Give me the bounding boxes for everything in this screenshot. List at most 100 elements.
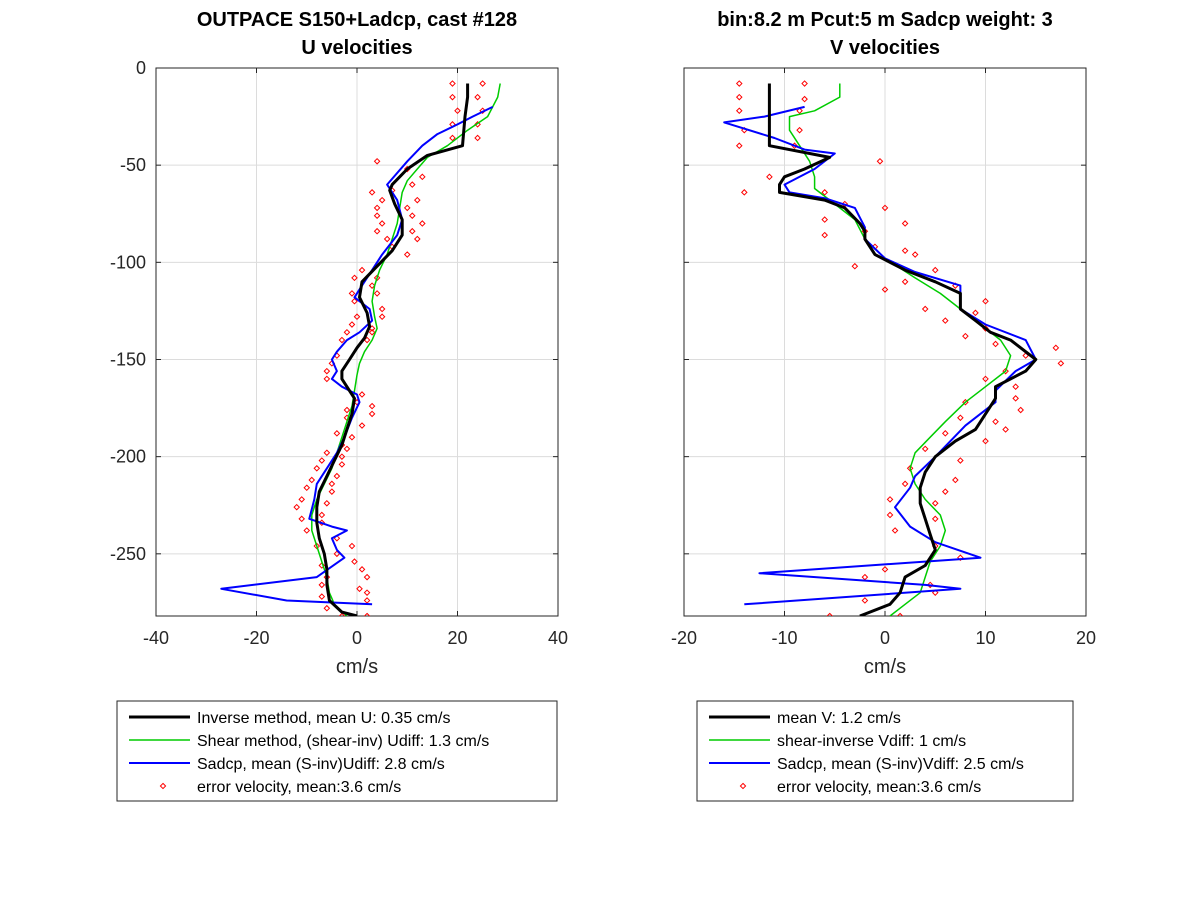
u-y-tick-label: -100 bbox=[110, 252, 146, 272]
v-x-tick-label: -20 bbox=[671, 628, 697, 648]
u-legend-label: Inverse method, mean U: 0.35 cm/s bbox=[197, 710, 450, 727]
u-y-tick-label: -200 bbox=[110, 447, 146, 467]
u-error-velocity-point bbox=[368, 410, 376, 418]
v-series-inverse-line bbox=[767, 83, 1038, 616]
v-x-tick-label: -10 bbox=[771, 628, 797, 648]
v-error-velocity-point bbox=[735, 93, 743, 101]
u-error-velocity-point bbox=[303, 527, 311, 534]
v-panel-title: bin:8.2 m Pcut:5 m Sadcp weight: 3 bbox=[717, 9, 1053, 31]
v-error-velocity-point bbox=[957, 554, 964, 562]
u-error-velocity-point bbox=[373, 227, 381, 235]
v-error-velocity-point bbox=[801, 95, 808, 103]
v-error-velocity-point bbox=[821, 189, 829, 196]
u-error-velocity-point bbox=[343, 445, 351, 453]
u-error-velocity-point bbox=[368, 189, 376, 196]
v-x-axis-label: cm/s bbox=[864, 656, 906, 678]
u-x-axis-label: cm/s bbox=[336, 656, 378, 678]
v-error-velocity-point bbox=[906, 465, 914, 472]
u-error-velocity-point bbox=[373, 290, 381, 297]
v-grid bbox=[683, 67, 1087, 616]
u-error-velocity-point bbox=[356, 585, 363, 593]
v-error-velocity-point bbox=[1052, 344, 1060, 352]
v-error-velocity-point bbox=[952, 476, 959, 484]
u-error-velocity-point bbox=[323, 375, 331, 383]
v-error-velocity-point bbox=[896, 612, 904, 616]
v-error-velocity-point bbox=[881, 566, 889, 573]
u-legend-box bbox=[116, 700, 558, 802]
v-error-velocity-point bbox=[826, 612, 834, 616]
u-error-velocity-point bbox=[318, 593, 326, 600]
u-error-velocity-point bbox=[368, 282, 376, 289]
v-error-velocity-point bbox=[891, 527, 899, 534]
u-x-tick-label: -20 bbox=[243, 628, 269, 648]
v-error-velocity-point bbox=[735, 80, 743, 87]
u-error-velocity-point bbox=[419, 220, 426, 227]
u-error-velocity-point bbox=[378, 305, 386, 313]
u-error-velocity-point bbox=[358, 566, 366, 573]
u-error-velocity-point bbox=[338, 461, 346, 468]
u-error-velocity-point bbox=[449, 134, 456, 142]
v-error-velocity-point bbox=[901, 278, 909, 286]
u-error-velocity-point bbox=[373, 212, 381, 219]
u-legend-label: Sadcp, mean (S-inv)Udiff: 2.8 cm/s bbox=[197, 756, 445, 773]
v-series-clip bbox=[723, 80, 1065, 616]
u-error-velocity-point bbox=[313, 542, 321, 550]
u-x-tick-label: 40 bbox=[548, 628, 568, 648]
v-error-velocity-point bbox=[982, 437, 989, 445]
v-legend-label: shear-inverse Vdiff: 1 cm/s bbox=[777, 733, 966, 750]
u-error-velocity-point bbox=[323, 449, 331, 457]
u-error-velocity-point bbox=[419, 173, 426, 181]
u-error-velocity-point bbox=[351, 274, 358, 282]
v-error-velocity-point bbox=[992, 340, 999, 348]
v-legend-label: Sadcp, mean (S-inv)Vdiff: 2.5 cm/s bbox=[777, 756, 1024, 773]
u-error-velocity-point bbox=[474, 93, 481, 101]
u-error-velocity-point bbox=[449, 93, 456, 101]
v-error-velocity-point bbox=[740, 189, 748, 196]
u-series-clip bbox=[220, 80, 501, 616]
v-error-velocity-point bbox=[941, 317, 949, 324]
v-error-velocity-point bbox=[801, 80, 808, 87]
u-x-tick-label: 0 bbox=[352, 628, 362, 648]
v-error-velocity-point bbox=[931, 515, 939, 523]
u-tick-labels: -40 -20 0 20 400-50-100-150-200-250 bbox=[110, 58, 568, 648]
u-error-velocity-point bbox=[408, 227, 416, 235]
u-error-velocity-point bbox=[338, 612, 346, 616]
u-legend: Inverse method, mean U: 0.35 cm/s Shear m… bbox=[116, 700, 558, 802]
u-error-velocity-point bbox=[474, 121, 481, 128]
v-error-velocity-point bbox=[881, 204, 889, 212]
v-error-velocity-point bbox=[901, 480, 909, 488]
v-error-velocity-point bbox=[962, 332, 969, 340]
v-error-velocity-point bbox=[821, 216, 829, 223]
u-legend-label: Shear method, (shear-inv) Udiff: 1.3 cm/… bbox=[197, 733, 489, 750]
v-legend-label: error velocity, mean:3.6 cm/s bbox=[777, 779, 981, 796]
u-error-velocity-point bbox=[383, 235, 391, 243]
u-error-velocity-point bbox=[333, 430, 341, 437]
u-error-velocity-point bbox=[348, 290, 356, 297]
v-error-velocity-point bbox=[982, 297, 989, 305]
v-error-velocity-point bbox=[921, 445, 929, 453]
v-error-velocity-point bbox=[1012, 383, 1019, 391]
u-panel-title: OUTPACE S150+Ladcp, cast #128 bbox=[197, 9, 517, 31]
u-error-velocity-point bbox=[328, 480, 336, 488]
u-error-velocity-point bbox=[373, 204, 381, 212]
u-error-velocity-point bbox=[358, 266, 366, 274]
u-error-velocity-point bbox=[338, 453, 346, 460]
u-error-velocity-point bbox=[403, 251, 411, 258]
v-error-velocity-point bbox=[957, 457, 964, 464]
u-error-velocity-point bbox=[318, 581, 326, 589]
u-error-velocity-point bbox=[313, 465, 321, 472]
u-error-velocity-point bbox=[413, 196, 421, 204]
v-error-velocity-point bbox=[886, 496, 894, 503]
u-error-velocity-point bbox=[368, 328, 376, 336]
v-x-tick-label: 0 bbox=[880, 628, 890, 648]
u-error-velocity-point bbox=[343, 406, 351, 414]
u-error-velocity-point bbox=[323, 604, 331, 612]
v-error-velocity-point bbox=[931, 589, 939, 596]
u-series bbox=[220, 80, 501, 616]
v-tick-labels: -20 -10 0 10 20 bbox=[671, 628, 1096, 648]
u-error-velocity-point bbox=[408, 181, 416, 188]
u-x-tick-label: 20 bbox=[447, 628, 467, 648]
v-axes-box bbox=[683, 67, 1087, 617]
v-error-velocity-point bbox=[735, 107, 743, 115]
v-error-velocity-point bbox=[911, 251, 919, 258]
